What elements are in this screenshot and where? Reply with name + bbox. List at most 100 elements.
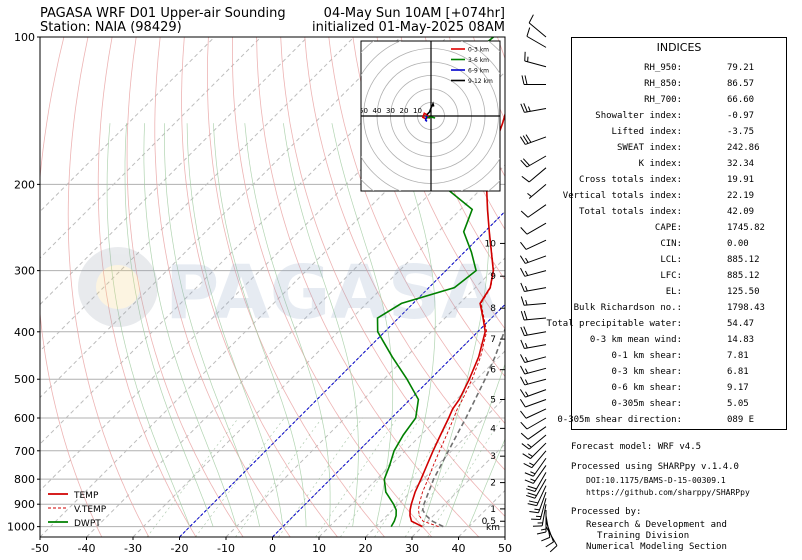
moist-adiabat [244, 123, 331, 527]
wind-barb [532, 504, 547, 527]
x-tick-label: 30 [405, 542, 419, 555]
wind-barb-staff [524, 356, 547, 364]
index-value: 1798.43 [727, 303, 765, 313]
hodograph-trace-6-9-km [424, 115, 428, 122]
wind-barb-staff [525, 399, 547, 408]
index-label: 0-305m shear: [611, 399, 682, 409]
y-tick-label: 600 [14, 412, 35, 425]
index-row: 0-6 km shear: 9.17 [572, 383, 786, 399]
x-tick-label: 40 [452, 542, 466, 555]
wind-barb-staff [524, 270, 547, 277]
wind-barb-full [536, 531, 547, 535]
x-tick-label: -40 [78, 542, 96, 555]
wind-barb-staff [524, 302, 547, 306]
hodograph-trace-0-3-km [421, 112, 431, 120]
dry-adiabat [67, 37, 150, 537]
wind-barb-staff [524, 378, 547, 386]
index-value: 9.17 [727, 383, 749, 393]
wind-barbs [519, 14, 558, 553]
watermark-logo-inner [96, 265, 140, 309]
wind-barb-full [519, 255, 526, 264]
wind-barb [521, 167, 547, 183]
hodograph-legend-label: 0-3 km [468, 47, 489, 54]
index-row: Cross totals index: 19.91 [572, 175, 786, 191]
wind-barb-full [545, 541, 554, 548]
wind-barb-staff [524, 344, 547, 349]
wind-barb-staff [527, 204, 547, 218]
x-tick-label: -30 [124, 542, 142, 555]
wind-barb-half [529, 462, 535, 466]
index-label: CAPE: [654, 223, 682, 233]
wind-barb-full [527, 503, 537, 507]
processed-by: Processed by: [571, 507, 642, 517]
wind-barb-staff [526, 155, 547, 168]
hodograph-range-label: 40 [373, 107, 382, 115]
height-label: 9 [490, 272, 496, 282]
moist-adiabat [186, 123, 284, 527]
y-tick-label: 1000 [7, 521, 35, 534]
chart-legend: TEMP V.TEMP DWPT [48, 491, 107, 529]
wind-barb-full [522, 453, 531, 460]
y-tick-label: 800 [14, 473, 35, 486]
index-label: Showalter index: [595, 111, 682, 121]
wind-barb-full [524, 479, 534, 484]
index-row: Total precipitable water: 54.47 [547, 319, 786, 335]
index-value: 885.12 [727, 255, 760, 265]
wind-barb-full [520, 210, 529, 218]
y-tick-label: 300 [14, 265, 35, 278]
sharppy-url: https://github.com/sharppy/SHARPpy [586, 488, 750, 497]
dry-adiabat [97, 37, 197, 537]
index-value: -3.75 [727, 127, 755, 137]
wind-barb-half [528, 453, 533, 457]
index-value: 86.57 [727, 79, 755, 89]
wind-barb-full [520, 421, 528, 430]
index-label: Bulk Richardson no.: [573, 303, 682, 313]
dry-adiabat [376, 37, 505, 330]
wind-barb-staff [526, 222, 547, 235]
height-label: 6 [490, 366, 496, 376]
moist-adiabat [106, 123, 191, 527]
wind-barb [520, 376, 547, 386]
wind-barb-staff [525, 389, 547, 398]
wind-barb-staff [528, 167, 547, 183]
chart-axes: -50 -40 -30 -20 -10 0 10 20 30 40 5010020030040050… [7, 31, 512, 555]
isotherm-line [40, 37, 262, 259]
wind-barb [519, 255, 547, 264]
wind-barb [520, 417, 547, 430]
series-parcel [421, 326, 505, 528]
index-label: 0-305m shear direction: [557, 415, 682, 425]
index-label: RH_950: [644, 63, 682, 73]
legend-label: DWPT [74, 519, 101, 529]
wind-barb-staff [524, 287, 547, 292]
wind-barb-staff [524, 367, 547, 375]
watermark: PAGASA [78, 247, 498, 336]
index-label: 0-6 km shear: [611, 383, 682, 393]
index-row: LCL: 885.12 [572, 255, 786, 271]
wind-barb-full [521, 443, 530, 450]
wind-barb-staff [524, 108, 547, 113]
wind-barb [527, 184, 547, 199]
wind-barb [545, 526, 558, 553]
wind-barb [524, 51, 547, 68]
wind-barb-full [520, 311, 525, 321]
wind-barb-staff [538, 491, 547, 513]
hodograph-rings: 50 40 30 20 10 [361, 41, 500, 191]
index-row: Showalter index: -0.97 [572, 111, 786, 127]
mixing-ratio-line [278, 417, 363, 537]
index-value: 5.05 [727, 399, 749, 409]
wind-barb [520, 204, 547, 218]
wind-barb [523, 450, 547, 469]
index-row: CIN: 0.00 [572, 239, 786, 255]
hodograph-range-label: 30 [386, 107, 395, 115]
valid-time: 04-May Sun 10AM [+074hr] [323, 6, 505, 21]
wind-barb-staff [541, 504, 547, 526]
height-label: 4 [490, 424, 496, 434]
index-value: 1745.82 [727, 223, 765, 233]
wind-barb-staff [526, 35, 547, 48]
height-scale: 10 9 8 7 6 5 4 3 2 1 0.5km [482, 239, 505, 533]
wind-barb-full [520, 365, 526, 375]
chart-title: PAGASA WRF D01 Upper-air Sounding [40, 6, 286, 21]
wind-barb-full [526, 494, 536, 499]
watermark-logo [78, 247, 158, 327]
